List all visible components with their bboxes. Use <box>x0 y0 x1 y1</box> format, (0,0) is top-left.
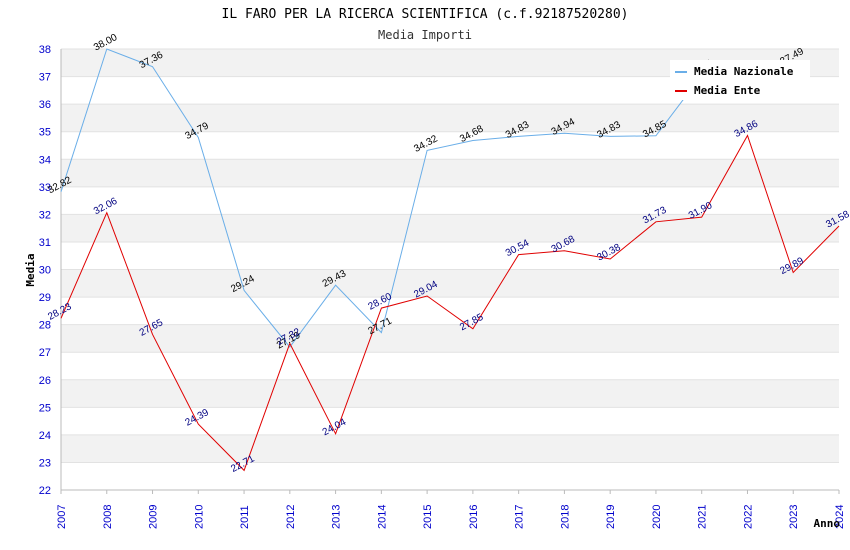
grid-band <box>61 269 839 298</box>
x-tick-label: 2014 <box>376 505 388 529</box>
y-tick-label: 32 <box>39 209 51 221</box>
y-axis-ticks: 22 23 24 25 26 27 28 29 30 31 32 33 34 35 36 37 38 <box>39 44 51 497</box>
x-tick-label: 2020 <box>651 505 663 529</box>
x-tick-label: 2021 <box>697 505 709 529</box>
x-tick-label: 2008 <box>102 505 114 529</box>
series-line-media-ente <box>60 134 840 472</box>
grid-band <box>61 352 839 380</box>
x-tick-label: 2007 <box>56 505 68 529</box>
chart-title: IL FARO PER LA RICERCA SCIENTIFICA (c.f.… <box>222 7 629 22</box>
x-tick-label: 2016 <box>468 505 480 529</box>
grid-band <box>61 297 839 325</box>
y-tick-label: 26 <box>39 375 51 387</box>
legend-box <box>670 60 810 100</box>
x-tick-label: 2013 <box>331 505 343 529</box>
y-tick-label: 28 <box>39 320 51 332</box>
y-tick-label: 38 <box>39 44 51 56</box>
grid-band <box>61 159 839 187</box>
x-tick-label: 2022 <box>742 505 754 529</box>
series-line-media-nazionale <box>60 48 703 348</box>
grid-lines <box>60 48 839 491</box>
grid-band <box>61 241 839 270</box>
x-tick-label: 2009 <box>148 505 160 529</box>
legend-label-ente: Media Ente <box>694 84 761 97</box>
grid-band <box>61 379 839 408</box>
y-tick-label: 27 <box>39 347 51 359</box>
grid-band <box>61 104 839 132</box>
y-tick-label: 23 <box>39 457 51 469</box>
x-tick-label: 2011 <box>239 505 251 529</box>
chart-subtitle: Media Importi <box>378 28 472 42</box>
grid-band <box>61 462 839 490</box>
grid-bands <box>61 49 839 490</box>
y-tick-label: 33 <box>39 182 51 194</box>
y-tick-label: 22 <box>39 485 51 497</box>
x-tick-label: 2024 <box>834 505 846 529</box>
x-tick-label: 2019 <box>605 505 617 529</box>
x-tick-label: 2015 <box>422 505 434 529</box>
y-tick-label: 37 <box>39 72 51 84</box>
grid-band <box>61 186 839 215</box>
y-tick-label: 30 <box>39 265 51 277</box>
y-axis-label: Media <box>24 253 37 286</box>
x-axis-ticks: 2007 2008 2009 2010 2011 2012 2013 2014 2015 2016… <box>56 490 846 529</box>
series-lines <box>60 48 840 472</box>
y-tick-label: 29 <box>39 292 51 304</box>
y-tick-label: 35 <box>39 127 51 139</box>
legend-label-nazionale: Media Nazionale <box>694 65 794 78</box>
legend: Media Nazionale Media Ente <box>670 60 810 100</box>
y-tick-label: 36 <box>39 99 51 111</box>
x-tick-label: 2012 <box>285 505 297 529</box>
x-tick-label: 2023 <box>788 505 800 529</box>
grid-band <box>61 434 839 463</box>
x-tick-label: 2018 <box>559 505 571 529</box>
grid-band <box>61 407 839 435</box>
x-axis-label: Anno <box>814 517 841 530</box>
x-tick-label: 2017 <box>514 505 526 529</box>
y-tick-label: 25 <box>39 402 51 414</box>
grid-band <box>61 324 839 353</box>
y-tick-label: 31 <box>39 237 51 249</box>
grid-band <box>61 214 839 242</box>
y-tick-label: 24 <box>39 430 51 442</box>
x-tick-label: 2010 <box>193 505 205 529</box>
y-tick-label: 34 <box>39 154 51 166</box>
